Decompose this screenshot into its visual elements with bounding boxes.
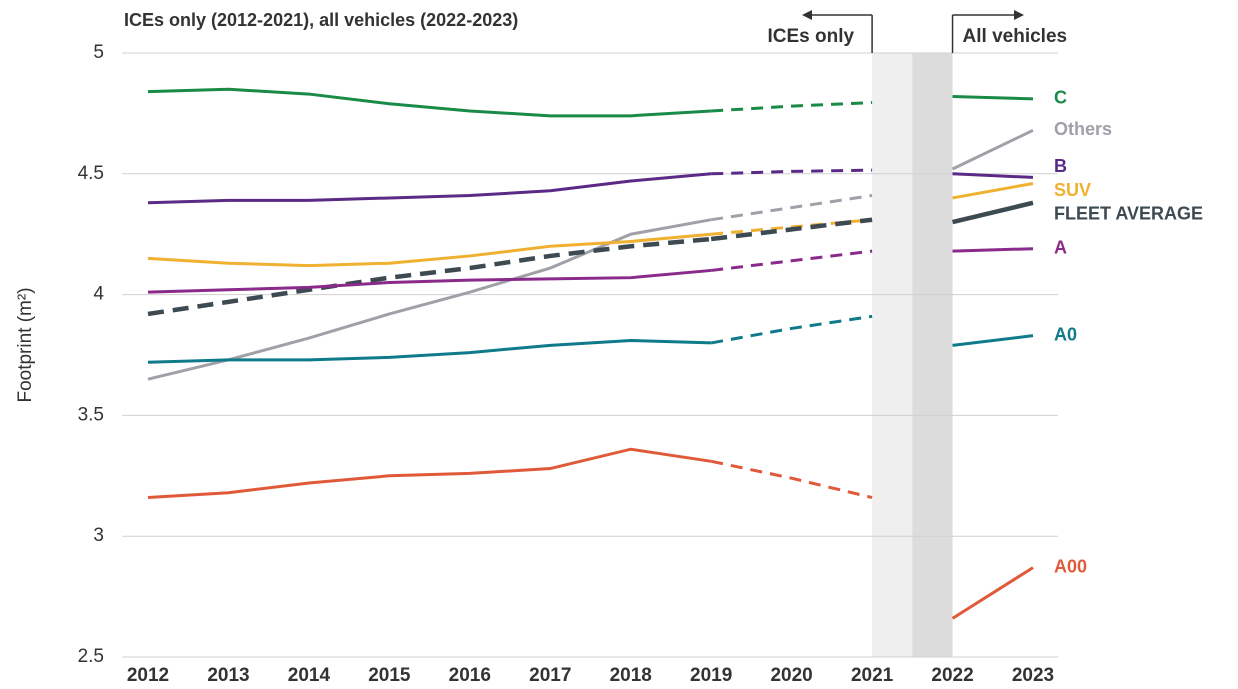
series-label: FLEET AVERAGE xyxy=(1054,204,1203,224)
series-line xyxy=(147,218,712,381)
break-band xyxy=(872,53,913,657)
x-tick-label: 2022 xyxy=(931,665,973,686)
y-tick-label: 4 xyxy=(93,284,104,305)
series-label: Others xyxy=(1054,119,1112,139)
annotation: All vehicles xyxy=(963,26,1068,47)
series-line xyxy=(952,94,1034,101)
series-line xyxy=(710,217,873,242)
series-line xyxy=(951,128,1034,171)
break-band xyxy=(912,53,953,657)
x-tick-label: 2017 xyxy=(529,665,571,686)
series-line xyxy=(952,200,1034,225)
series-line xyxy=(711,168,873,176)
x-tick-label: 2020 xyxy=(770,665,812,686)
y-axis-label: Footprint (m²) xyxy=(15,287,36,402)
series-line xyxy=(711,101,873,113)
series-line xyxy=(952,247,1034,253)
x-tick-label: 2012 xyxy=(127,665,169,686)
x-tick-label: 2018 xyxy=(610,665,652,686)
series-line xyxy=(147,339,712,364)
series-line xyxy=(147,447,712,500)
y-tick-label: 3.5 xyxy=(78,404,104,425)
series-line xyxy=(952,181,1034,200)
arrow-head xyxy=(1014,10,1024,20)
series-label: SUV xyxy=(1054,180,1091,200)
series-label: B xyxy=(1054,156,1067,176)
x-tick-label: 2016 xyxy=(449,665,491,686)
series-line xyxy=(710,314,873,345)
x-tick-label: 2014 xyxy=(288,665,331,686)
series-label: A00 xyxy=(1054,556,1087,576)
series-line xyxy=(711,249,873,272)
series-line xyxy=(952,172,1034,179)
series-line xyxy=(710,194,873,222)
y-tick-label: 3 xyxy=(93,525,104,546)
series-line xyxy=(951,566,1034,620)
x-tick-label: 2019 xyxy=(690,665,732,686)
series-line xyxy=(952,334,1034,347)
series-line xyxy=(147,172,712,205)
series-label: C xyxy=(1054,88,1067,108)
x-tick-label: 2013 xyxy=(207,665,249,686)
arrow-head xyxy=(802,10,812,20)
y-tick-label: 4.5 xyxy=(78,163,104,184)
x-tick-label: 2021 xyxy=(851,665,894,686)
y-tick-label: 5 xyxy=(93,42,104,63)
annotation: ICEs only xyxy=(768,26,855,47)
series-line xyxy=(147,232,712,268)
series-line xyxy=(147,268,712,294)
series-label: A xyxy=(1054,237,1067,257)
series-line xyxy=(147,87,712,118)
series-line xyxy=(147,236,712,317)
series-line xyxy=(711,218,873,236)
series-line xyxy=(710,459,873,500)
x-tick-label: 2015 xyxy=(368,665,411,686)
series-label: A0 xyxy=(1054,324,1077,344)
y-tick-label: 2.5 xyxy=(78,646,104,667)
x-tick-label: 2023 xyxy=(1012,665,1054,686)
chart-title: ICEs only (2012-2021), all vehicles (202… xyxy=(124,10,518,30)
